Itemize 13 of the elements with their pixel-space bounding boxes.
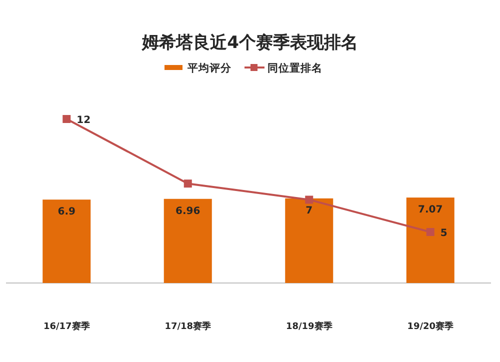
x-tick-label: 17/18赛季 (164, 321, 212, 332)
legend-label: 同位置排名 (268, 62, 322, 74)
data-label: 6.9 (58, 206, 76, 218)
x-tick-label: 19/20赛季 (407, 321, 455, 332)
x-tick-label: 16/17赛季 (43, 321, 91, 332)
data-label: 7 (306, 205, 313, 216)
data-label: 7.07 (418, 204, 443, 216)
data-label: 5 (440, 228, 448, 239)
data-label: 6.96 (176, 206, 200, 217)
chart-title: 姆希塔良近4个赛季表现排名 (141, 33, 358, 53)
data-label: 12 (76, 115, 91, 126)
legend-label: 平均评分 (186, 62, 232, 74)
x-tick-label: 18/19赛季 (286, 321, 334, 332)
